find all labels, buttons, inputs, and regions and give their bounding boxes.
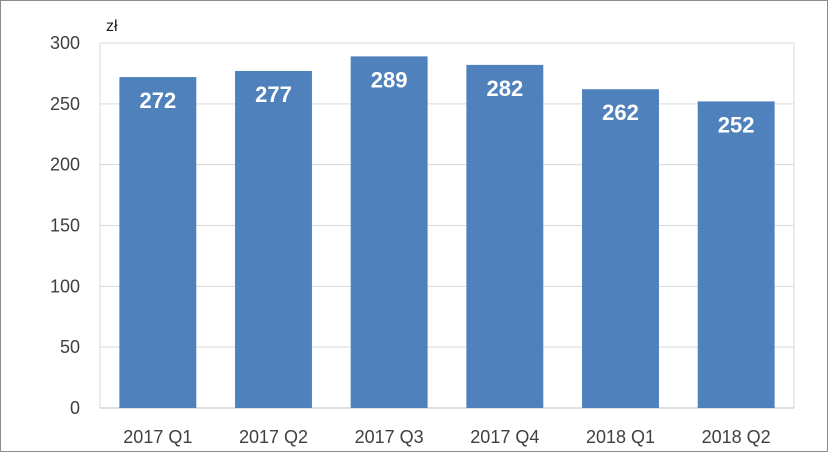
- bars: [119, 56, 775, 409]
- y-tick-label: 50: [60, 337, 80, 357]
- data-label: 252: [718, 112, 755, 137]
- bar: [582, 89, 659, 408]
- bar: [119, 77, 197, 409]
- data-labels: 272 277 289 282 262 252: [139, 67, 754, 137]
- x-axis-ticks: 2017 Q1 2017 Q2 2017 Q3 2017 Q4 2018 Q1 2018 …: [123, 427, 770, 447]
- data-label: 289: [371, 67, 408, 92]
- y-tick-label: 300: [50, 33, 80, 53]
- y-tick-label: 200: [50, 155, 80, 175]
- data-label: 272: [139, 88, 176, 113]
- y-axis-unit: zł: [106, 18, 118, 35]
- y-axis-ticks: 0 50 100 150 200 250 300: [50, 33, 80, 418]
- y-tick-label: 150: [50, 216, 80, 236]
- gridlines: [99, 42, 795, 409]
- bar: [235, 70, 312, 408]
- x-tick-label: 2017 Q4: [470, 427, 539, 447]
- x-tick-label: 2018 Q1: [586, 427, 655, 447]
- data-label: 282: [486, 76, 523, 101]
- x-tick-label: 2017 Q2: [239, 427, 308, 447]
- x-tick-label: 2017 Q3: [355, 427, 424, 447]
- y-tick-label: 250: [50, 94, 80, 114]
- data-label: 277: [255, 82, 292, 107]
- y-tick-label: 100: [50, 276, 80, 296]
- x-tick-label: 2018 Q2: [702, 427, 771, 447]
- y-tick-label: 0: [70, 398, 80, 418]
- bar: [350, 56, 428, 409]
- bar: [697, 101, 775, 409]
- x-tick-label: 2017 Q1: [123, 427, 192, 447]
- data-label: 262: [602, 100, 639, 125]
- bar: [466, 64, 544, 409]
